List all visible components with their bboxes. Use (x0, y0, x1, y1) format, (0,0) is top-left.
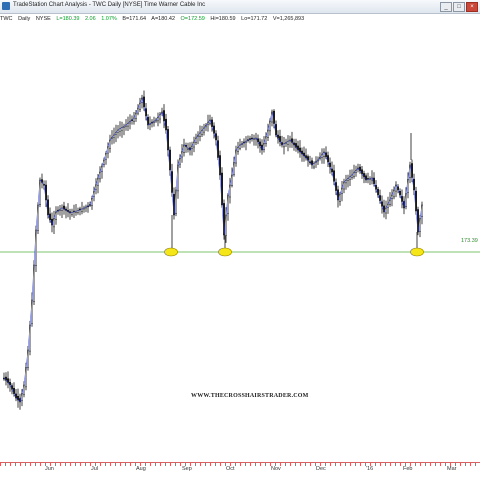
symbol-info-bar: TWC Daily NYSE L=180.39 2.06 1.07% B=171… (0, 14, 480, 25)
ask-price: A=180.42 (151, 16, 175, 22)
bid-price: B=171.64 (122, 16, 147, 22)
open-price: O=172.59 (180, 16, 205, 22)
title-bar: TradeStation Chart Analysis - TWC Daily … (0, 0, 480, 14)
close-button[interactable]: × (466, 2, 478, 12)
axis-label-jul: Jul (91, 466, 99, 472)
axis-label-mar: Mar (447, 466, 457, 472)
axis-label-jun: Jun (45, 466, 54, 472)
watermark-text: WWW.THECROSSHAIRSTRADER.COM (191, 393, 309, 399)
minimize-button[interactable]: _ (440, 2, 452, 12)
pct-change: 1.07% (101, 16, 117, 22)
axis-label-oct: Oct (226, 466, 235, 472)
interval-label: Daily (18, 16, 31, 22)
time-axis-line (0, 462, 480, 463)
high-price: Hi=180.59 (210, 16, 236, 22)
axis-label-aug: Aug (136, 466, 146, 472)
window-controls: _ □ × (440, 2, 478, 12)
low-price: Lo=171.72 (241, 16, 268, 22)
time-axis-ticks (0, 463, 480, 466)
support-price-label: 173.39 (461, 238, 478, 244)
support-touch-marker (218, 247, 232, 257)
last-price: L=180.39 (56, 16, 80, 22)
exchange-label: NYSE (35, 16, 51, 22)
symbol-label: TWC (0, 16, 13, 22)
maximize-button[interactable]: □ (453, 2, 465, 12)
axis-label-feb: Feb (403, 466, 413, 472)
net-change: 2.06 (84, 16, 96, 22)
axis-label-sep: Sep (182, 466, 192, 472)
price-line (3, 96, 423, 403)
axis-label-nov: Nov (271, 466, 281, 472)
support-touch-marker (410, 247, 424, 257)
tradestation-app-icon (2, 2, 10, 10)
axis-label-16: '16 (366, 466, 374, 472)
support-touch-marker (164, 247, 178, 257)
window-title: TradeStation Chart Analysis - TWC Daily … (13, 2, 206, 8)
axis-label-dec: Dec (316, 466, 326, 472)
volume: V=1,265,893 (272, 16, 305, 22)
time-axis: Jun Jul Aug Sep Oct Nov Dec '16 Feb Mar (0, 462, 480, 480)
price-chart[interactable] (0, 26, 480, 462)
